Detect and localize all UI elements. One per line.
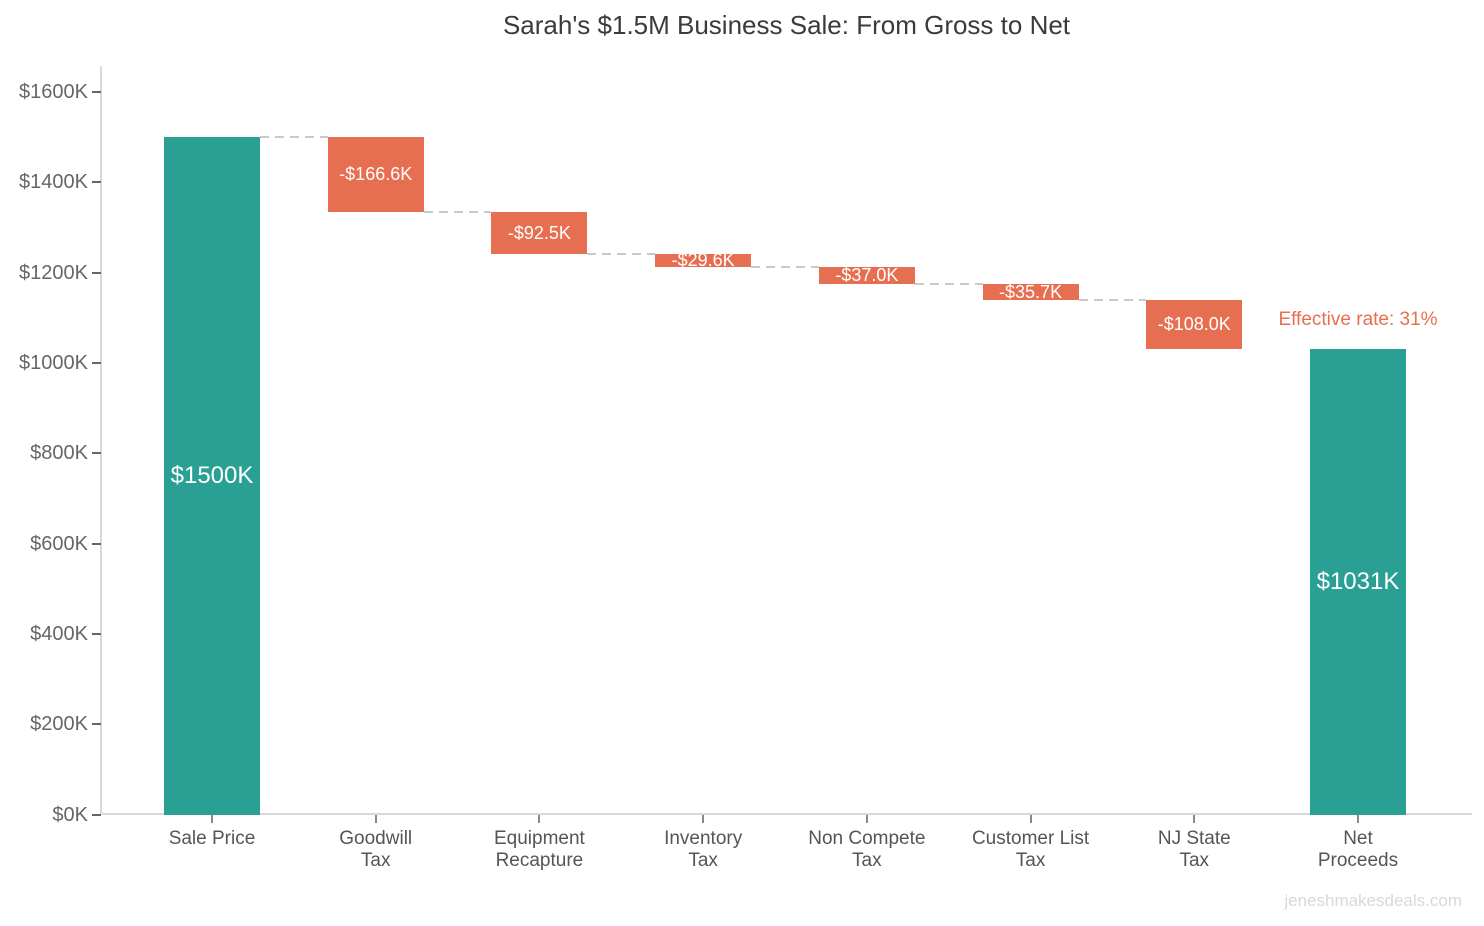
x-category-label-line: Tax — [1015, 850, 1046, 871]
bar-customer-list-tax: -$35.7K — [982, 284, 1079, 301]
y-tick-mark — [92, 90, 101, 93]
x-category-label-line: Recapture — [495, 850, 584, 871]
y-tick-mark — [92, 813, 101, 816]
y-tick-mark — [92, 723, 101, 726]
y-tick-label: $600K — [30, 532, 88, 555]
y-tick-label: $200K — [30, 713, 88, 736]
x-category-label-line: Customer List — [971, 828, 1090, 849]
y-tick-mark — [92, 181, 101, 184]
x-category-label-line: Non Compete — [808, 828, 926, 849]
bar-value-label: $1500K — [170, 461, 254, 489]
x-tick-mark — [211, 815, 213, 823]
x-tick-mark — [1029, 815, 1032, 823]
x-category-label-line: Tax — [1179, 850, 1210, 871]
bar-value-label: -$37.0K — [835, 267, 899, 285]
x-category-label: Equipment Recapture — [454, 828, 624, 872]
bar-value-label: -$92.5K — [507, 222, 571, 243]
chart-title: Sarah's $1.5M Business Sale: From Gross … — [502, 10, 1071, 40]
x-category-label: NJ State Tax — [1109, 828, 1279, 872]
x-tick-mark — [865, 815, 868, 823]
watermark: jeneshmakesdeals.com — [1284, 891, 1462, 910]
x-category-label-line: Tax — [360, 850, 391, 871]
y-tick-label: $1200K — [19, 261, 88, 284]
waterfall-connector — [260, 135, 328, 138]
bar-non-compete-tax: -$37.0K — [818, 267, 915, 285]
bar-value-label: -$166.6K — [339, 164, 413, 185]
effective-rate-annotation: Effective rate: 31% — [1278, 309, 1438, 330]
y-tick-label: $800K — [30, 442, 88, 465]
waterfall-connector — [1078, 299, 1147, 302]
x-category-label: Non Compete Tax — [782, 828, 952, 872]
bar-nj-state-tax: -$108.0K — [1146, 300, 1243, 350]
bar-goodwill-tax: -$166.6K — [327, 136, 424, 213]
bar-value-label: -$35.7K — [999, 284, 1063, 301]
x-category-label-line: Net — [1343, 828, 1373, 849]
waterfall-connector — [423, 211, 492, 214]
bar-net-proceeds: $1031K — [1309, 349, 1406, 815]
bar-inventory-tax: -$29.6K — [655, 254, 752, 268]
x-category-label: Goodwill Tax — [291, 828, 461, 872]
y-tick-mark — [92, 361, 101, 364]
y-tick-label: $1000K — [19, 351, 88, 374]
x-category-label: Customer List Tax — [946, 828, 1116, 872]
x-category-label-line: Proceeds — [1317, 850, 1399, 871]
y-axis-line — [100, 66, 102, 815]
waterfall-connector — [914, 283, 983, 286]
waterfall-connector — [751, 266, 819, 269]
x-tick-mark — [374, 815, 377, 823]
y-tick-mark — [92, 542, 101, 545]
y-tick-label: $400K — [30, 622, 88, 645]
bar-value-label: $1031K — [1316, 567, 1400, 595]
x-category-label-line: Equipment — [494, 828, 585, 849]
x-category-label: Net Proceeds — [1273, 828, 1443, 872]
x-category-label-line: Sale Price — [168, 828, 256, 849]
x-tick-mark — [1193, 815, 1196, 823]
waterfall-connector — [587, 253, 656, 256]
bar-value-label: -$29.6K — [671, 254, 735, 268]
x-category-label-line: Goodwill — [339, 828, 413, 849]
x-tick-mark — [538, 815, 541, 823]
y-tick-mark — [92, 632, 101, 635]
x-category-label-line: Tax — [852, 850, 882, 871]
y-tick-mark — [92, 271, 101, 274]
y-tick-mark — [92, 452, 101, 455]
bar-equipment-recapture: -$92.5K — [491, 212, 588, 255]
y-tick-label: $0K — [52, 803, 88, 826]
x-category-label: Inventory Tax — [618, 828, 788, 872]
x-category-label-line: NJ State — [1157, 828, 1231, 849]
x-tick-mark — [1356, 815, 1359, 823]
bar-sale-price: $1500K — [164, 136, 260, 815]
x-category-label-line: Inventory — [664, 828, 743, 849]
x-axis-line — [100, 813, 1472, 815]
y-tick-label: $1600K — [19, 80, 88, 103]
x-category-label: Sale Price — [127, 828, 297, 850]
bar-value-label: -$108.0K — [1157, 314, 1231, 335]
x-category-label-line: Tax — [688, 850, 718, 871]
y-tick-label: $1400K — [19, 171, 88, 194]
x-tick-mark — [702, 815, 705, 823]
